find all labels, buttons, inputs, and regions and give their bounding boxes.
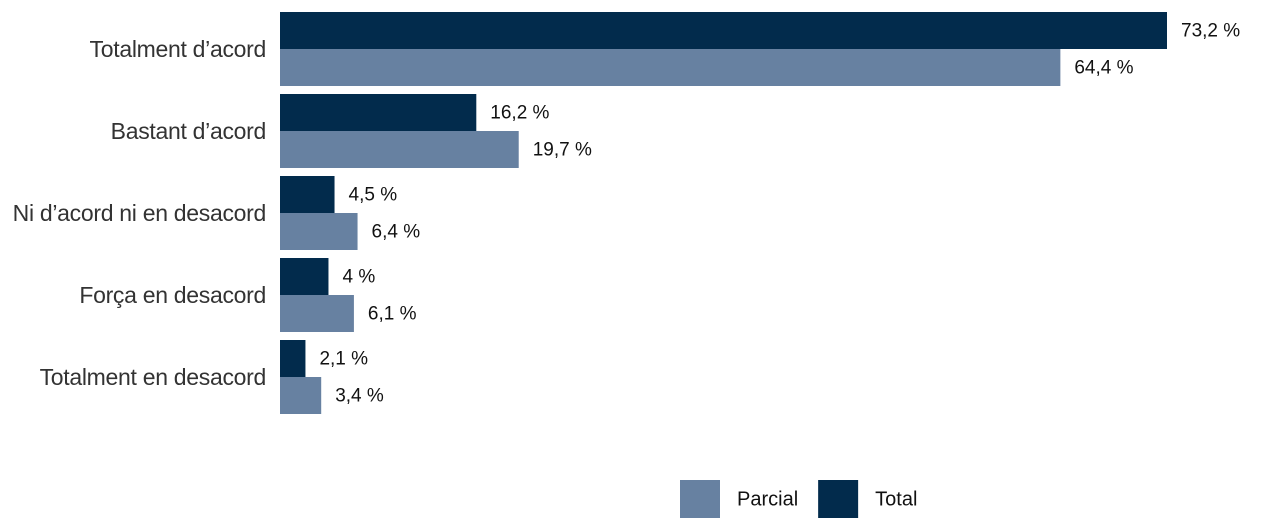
data-label: 19,7 % — [533, 140, 592, 161]
legend-label: Total — [875, 488, 917, 510]
bar — [280, 295, 354, 332]
data-label: 6,4 % — [372, 222, 421, 243]
data-label: 3,4 % — [335, 386, 384, 407]
category-label: Bastant d’acord — [110, 118, 267, 144]
legend-swatch — [680, 480, 720, 518]
bar — [280, 131, 519, 168]
category-label: Totalment en desacord — [39, 364, 267, 390]
legend-label: Parcial — [737, 488, 798, 510]
data-label: 64,4 % — [1074, 58, 1133, 79]
category-label: Força en desacord — [79, 282, 266, 308]
bar — [280, 12, 1167, 49]
bar — [280, 176, 335, 213]
bar — [280, 340, 306, 377]
data-label: 2,1 % — [319, 349, 368, 370]
legend-swatch — [818, 480, 859, 518]
category-label: Ni d’acord ni en desacord — [12, 200, 267, 226]
data-label: 73,2 % — [1181, 21, 1240, 42]
data-label: 4 % — [342, 267, 375, 288]
category-label: Totalment d’acord — [89, 36, 267, 62]
bar — [280, 377, 322, 414]
bar — [280, 94, 477, 131]
data-label: 4,5 % — [349, 185, 398, 206]
data-label: 6,1 % — [368, 304, 417, 325]
bar — [280, 213, 358, 250]
bar — [280, 258, 329, 295]
bar — [280, 49, 1061, 86]
data-label: 16,2 % — [490, 103, 549, 124]
